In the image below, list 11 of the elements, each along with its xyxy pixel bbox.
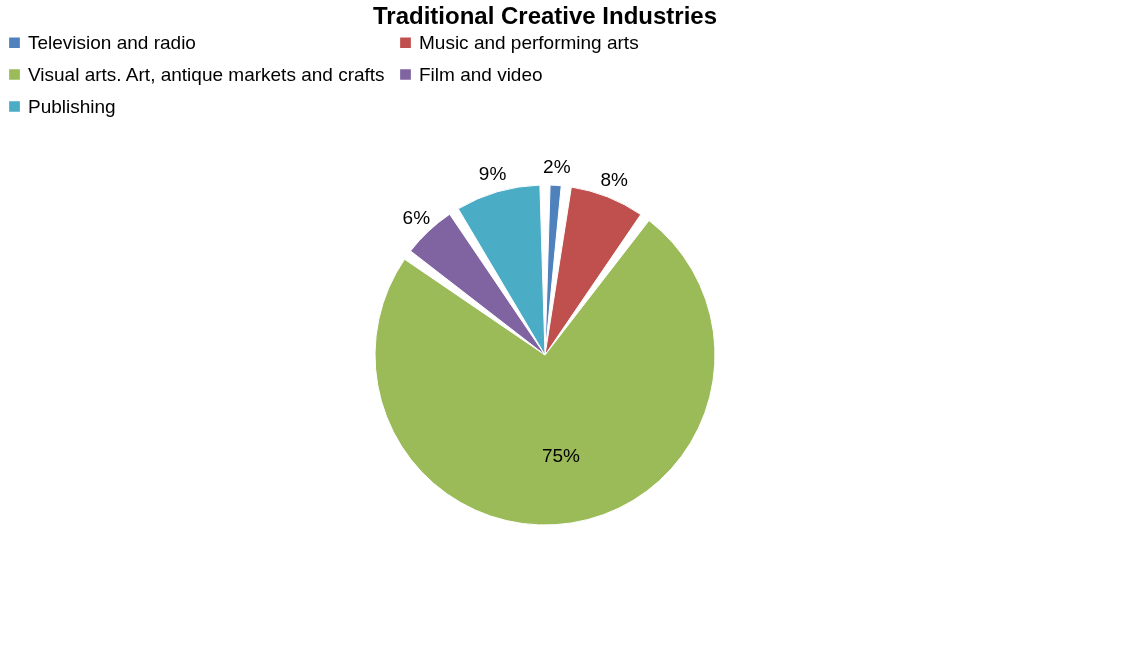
data-label: 9% xyxy=(478,163,507,185)
data-label: 6% xyxy=(402,206,431,228)
data-label: 2% xyxy=(543,156,571,178)
data-label: 75% xyxy=(541,444,581,466)
legend-label: Publishing xyxy=(28,95,116,117)
legend-label: Film and video xyxy=(419,63,543,85)
chart-title: Traditional Creative Industries xyxy=(372,2,718,29)
legend-label: Television and radio xyxy=(28,31,196,53)
data-label: 8% xyxy=(600,169,629,191)
legend-label: Music and performing arts xyxy=(419,31,639,53)
legend-label: Visual arts. Art, antique markets and crafts xyxy=(28,63,385,85)
